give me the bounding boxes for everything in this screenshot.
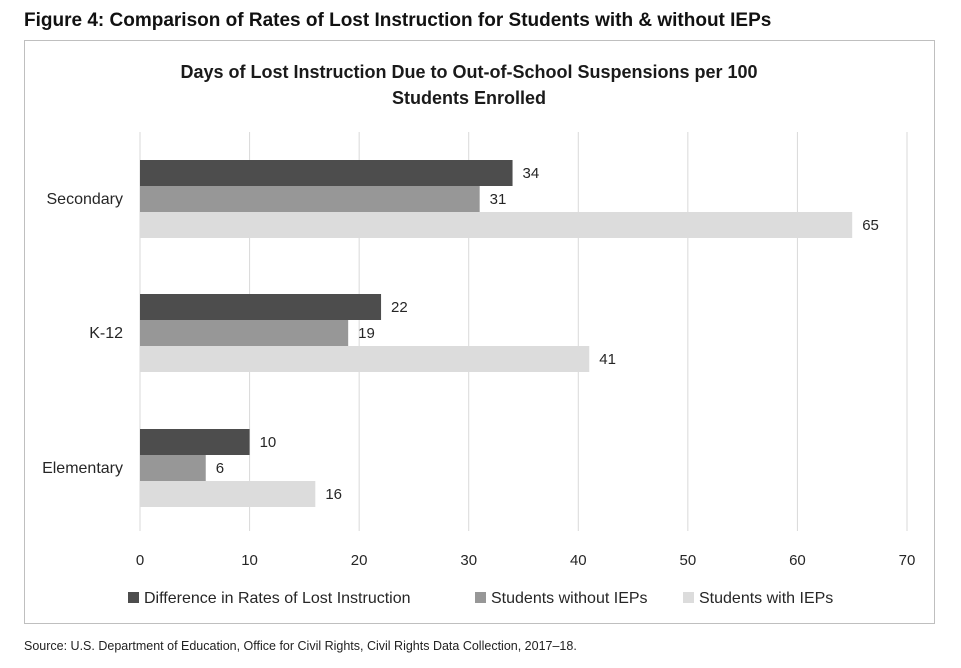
x-axis-ticks: 0 10 20 30 40 50 60 70 [136,552,916,569]
x-tick-label: 60 [789,552,806,569]
bar-k-12-series-2 [140,320,349,346]
source-note: Source: U.S. Department of Education, Of… [24,639,577,653]
x-tick-label: 70 [899,552,916,569]
bar-elementary-series-1 [140,429,250,455]
bar-secondary-series-1 [140,160,513,186]
bar-chart: Days of Lost Instruction Due to Out-of-S… [42,62,916,607]
bar-secondary-series-2 [140,186,480,212]
data-label: 10 [260,434,277,451]
x-tick-label: 0 [136,552,144,569]
data-label: 65 [862,217,879,234]
x-tick-label: 30 [460,552,477,569]
category-labels: Secondary K-12 Elementary [42,191,123,477]
bars [140,160,853,507]
legend-label: Students without IEPs [491,590,648,607]
bar-elementary-series-2 [140,455,206,481]
chart-frame: Days of Lost Instruction Due to Out-of-S… [24,40,935,624]
legend-swatch [128,592,139,603]
legend-label: Students with IEPs [699,590,833,607]
value-labels: 34 31 65 22 19 41 10 6 16 [216,165,879,503]
x-tick-label: 50 [680,552,697,569]
chart-title-line: Students Enrolled [392,88,546,108]
chart-title: Days of Lost Instruction Due to Out-of-S… [180,62,757,108]
bar-elementary-series-3 [140,481,316,507]
legend-label: Difference in Rates of Lost Instruction [144,590,411,607]
legend-swatch [475,592,486,603]
x-tick-label: 10 [241,552,258,569]
data-label: 19 [358,325,375,342]
legend: Difference in Rates of Lost Instruction S… [128,590,833,607]
data-label: 6 [216,460,224,477]
category-label: Secondary [47,191,124,208]
data-label: 16 [325,486,342,503]
data-label: 22 [391,299,408,316]
legend-swatch [683,592,694,603]
x-tick-label: 40 [570,552,587,569]
category-label: Elementary [42,460,123,477]
bar-secondary-series-3 [140,212,853,238]
chart-title-line: Days of Lost Instruction Due to Out-of-S… [180,62,757,82]
bar-k-12-series-1 [140,294,382,320]
data-label: 31 [490,191,507,208]
category-label: K-12 [89,325,123,342]
data-label: 34 [523,165,540,182]
data-label: 41 [599,351,616,368]
figure-title: Figure 4: Comparison of Rates of Lost In… [24,10,772,31]
bar-k-12-series-3 [140,346,590,372]
x-tick-label: 20 [351,552,368,569]
